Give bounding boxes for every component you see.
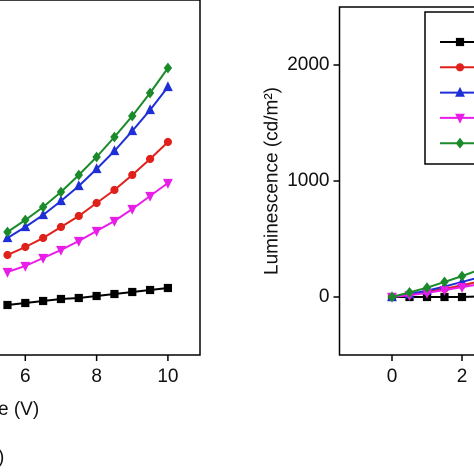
x-axis-label: e (V) [0, 399, 39, 420]
marker [56, 195, 66, 206]
marker [74, 169, 84, 181]
marker [110, 289, 119, 299]
marker [21, 242, 30, 252]
marker [127, 204, 138, 215]
marker [73, 236, 84, 247]
marker [2, 267, 13, 278]
marker [455, 137, 465, 149]
marker [163, 62, 173, 74]
marker [163, 178, 173, 189]
series-line [7, 182, 169, 273]
marker [74, 211, 83, 221]
series-line [7, 141, 169, 256]
plot-frame [338, 6, 474, 356]
x-tick-label: 0 [387, 366, 398, 387]
marker [163, 283, 173, 293]
marker [145, 154, 155, 164]
marker [145, 104, 155, 115]
marker [56, 186, 66, 198]
marker [163, 81, 173, 92]
marker [73, 180, 84, 191]
marker [128, 170, 137, 180]
marker [110, 185, 119, 195]
y-axis-label: Luminescence (cd/m²) [262, 87, 283, 275]
marker [3, 250, 12, 260]
marker [91, 226, 102, 237]
marker [91, 163, 102, 174]
marker [92, 291, 101, 301]
marker [440, 276, 449, 288]
marker [145, 285, 155, 295]
marker [20, 221, 31, 232]
marker [455, 63, 465, 72]
legend [424, 11, 474, 165]
marker [128, 287, 137, 297]
marker [38, 209, 49, 220]
marker [163, 137, 173, 147]
marker [92, 198, 101, 208]
legend-box [424, 11, 474, 165]
marker [457, 283, 467, 293]
marker [3, 226, 12, 238]
marker [21, 298, 30, 308]
marker [74, 293, 83, 303]
x-tick-label: 2 [457, 366, 468, 387]
marker [145, 87, 155, 99]
x-tick-label: 6 [20, 366, 31, 387]
plot-frame [0, 0, 201, 356]
marker [405, 286, 414, 298]
marker [387, 291, 397, 303]
marker [422, 282, 432, 294]
y-tick-label: 2000 [287, 54, 329, 75]
marker [109, 216, 120, 227]
panel-label: ) [0, 447, 4, 468]
marker [455, 37, 465, 47]
marker [110, 131, 119, 143]
marker [127, 125, 138, 136]
marker [457, 270, 467, 282]
x-tick-label: 10 [157, 366, 178, 387]
marker [56, 294, 66, 304]
marker [21, 214, 30, 226]
marker [455, 113, 465, 124]
marker [38, 253, 49, 264]
marker [128, 110, 137, 122]
y-tick-label: 1000 [287, 170, 329, 191]
series-line [6, 67, 169, 233]
series-line [6, 86, 169, 239]
marker [38, 201, 48, 213]
marker [455, 86, 465, 97]
marker [39, 233, 48, 243]
marker [92, 151, 101, 163]
marker [39, 296, 48, 306]
marker [145, 191, 155, 202]
series-line [7, 287, 169, 306]
plot-area [387, 270, 474, 303]
marker [2, 232, 13, 243]
marker [56, 222, 66, 232]
y-tick-label: 0 [319, 286, 330, 307]
marker [457, 292, 467, 302]
plot-area [2, 62, 173, 310]
marker [3, 300, 12, 310]
marker [20, 261, 31, 272]
marker [109, 145, 120, 156]
marker [56, 245, 66, 256]
x-tick-label: 8 [91, 366, 102, 387]
